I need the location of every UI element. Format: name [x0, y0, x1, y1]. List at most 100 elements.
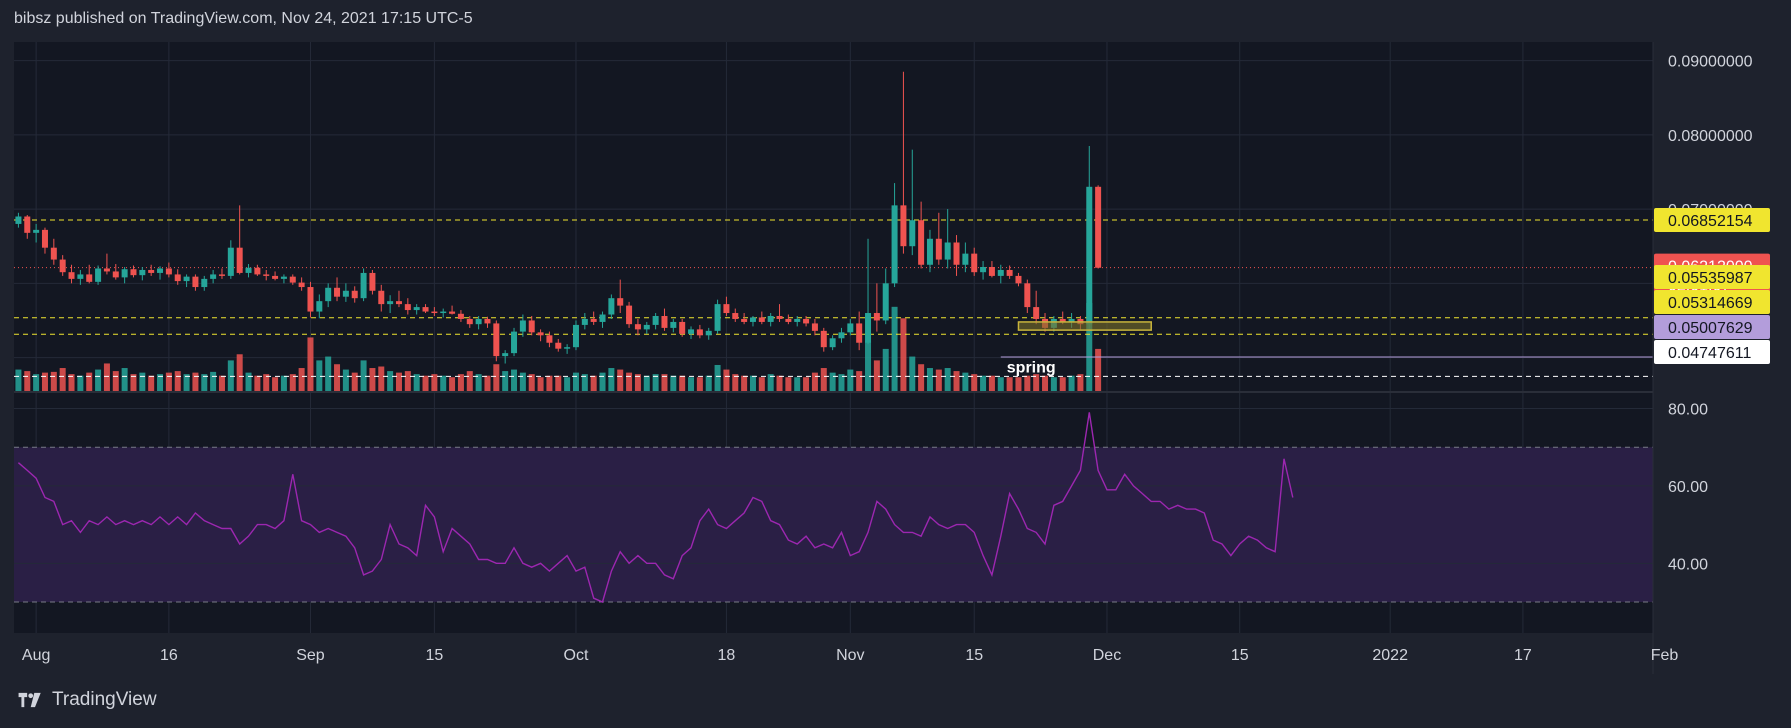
volume-bar — [369, 368, 376, 391]
volume-bar — [723, 369, 730, 391]
candle-body — [749, 317, 756, 322]
volume-bar — [705, 375, 712, 391]
volume-bar — [484, 375, 491, 391]
volume-bar — [688, 377, 695, 391]
volume-bar — [466, 371, 473, 391]
annotations: spring — [1007, 321, 1152, 376]
time-tick-label: 18 — [718, 647, 736, 664]
candle-body — [714, 304, 721, 331]
volume-bar — [33, 374, 40, 391]
candle-body — [519, 320, 526, 332]
price-tick-label: 0.09000000 — [1668, 54, 1753, 71]
candle-body — [387, 301, 394, 305]
level-label-bg — [1654, 208, 1770, 233]
candle-body — [351, 290, 358, 299]
candle-body — [33, 229, 40, 233]
candle-body — [475, 318, 482, 325]
volume-bar — [440, 375, 447, 391]
tradingview-brand: TradingView — [52, 689, 157, 710]
candle-body — [909, 220, 916, 247]
volume-bar — [289, 374, 296, 391]
candle-body — [307, 287, 314, 312]
candle-body — [971, 253, 978, 273]
candles[interactable] — [15, 71, 1102, 364]
volume-bar — [183, 374, 190, 391]
candle-body — [493, 323, 500, 357]
candle-body — [130, 269, 137, 276]
volume-bar — [758, 377, 765, 391]
time-axis-background — [14, 634, 1653, 674]
candle-body — [112, 271, 119, 278]
volume-bar — [218, 375, 225, 391]
rsi-indicator — [14, 407, 1653, 603]
publisher-header: bibsz published on TradingView.com, Nov … — [14, 10, 473, 27]
volume-bar — [24, 371, 31, 391]
price-tick-label: 0.08000000 — [1668, 128, 1753, 145]
volume-bar — [157, 374, 164, 391]
time-tick-label: 15 — [965, 647, 983, 664]
candle-body — [926, 238, 933, 265]
volume-bar — [68, 374, 75, 391]
time-tick-label: 17 — [1514, 647, 1532, 664]
volume-bar — [652, 374, 659, 391]
candle-body — [484, 318, 491, 324]
price-pane-background — [14, 42, 1653, 391]
candle-body — [272, 275, 279, 279]
candle-body — [210, 274, 217, 279]
level-label: 0.06852154 — [1654, 208, 1770, 233]
volume-bar — [820, 368, 827, 391]
candle-body — [918, 220, 925, 265]
volume-bar — [1077, 374, 1084, 391]
candle-body — [820, 330, 827, 348]
volume-bar — [139, 372, 146, 391]
volume-bar — [696, 377, 703, 391]
candle-body — [502, 353, 509, 357]
candle-body — [528, 320, 535, 333]
candle-body — [50, 247, 57, 260]
volume-bar — [829, 372, 836, 391]
volume-bar — [1050, 377, 1057, 391]
candle-body — [935, 238, 942, 260]
volume-bar — [165, 372, 172, 391]
candle-body — [325, 287, 332, 302]
candle-body — [794, 318, 801, 322]
candle-body — [369, 272, 376, 291]
volume-bar — [962, 372, 969, 391]
candle-body — [891, 205, 898, 284]
volume-bar — [980, 375, 987, 391]
candle-body — [997, 269, 1004, 276]
volume-bars — [15, 303, 1102, 391]
volume-bar — [767, 374, 774, 391]
volume-bar — [519, 372, 526, 391]
rsi-tick-label: 40.00 — [1668, 556, 1708, 573]
candle-body — [280, 276, 287, 279]
volume-bar — [334, 364, 341, 391]
volume-bar — [891, 306, 898, 391]
volume-bar — [298, 368, 305, 391]
candle-body — [732, 313, 739, 319]
volume-bar — [741, 375, 748, 391]
candle-body — [440, 311, 447, 314]
candle-body — [679, 321, 686, 334]
volume-bar — [546, 375, 553, 391]
volume-bar — [865, 341, 872, 391]
level-label: 0.04747611 — [1654, 340, 1770, 364]
volume-bar — [413, 374, 420, 391]
volume-bar — [528, 374, 535, 391]
volume-bar — [449, 377, 456, 391]
level-label-bg — [1654, 340, 1770, 364]
annotation-spring-text: spring — [1007, 359, 1056, 376]
time-tick-label: Dec — [1093, 647, 1121, 664]
candle-body — [900, 205, 907, 247]
volume-bar — [537, 377, 544, 391]
candle-body — [617, 298, 624, 306]
candle-body — [555, 342, 562, 349]
volume-bar — [511, 369, 518, 391]
volume-bar — [617, 369, 624, 391]
volume-bar — [1068, 375, 1075, 391]
candle-body — [413, 307, 420, 311]
candle-body — [263, 274, 270, 276]
candle-body — [803, 318, 810, 324]
volume-bar — [387, 371, 394, 391]
